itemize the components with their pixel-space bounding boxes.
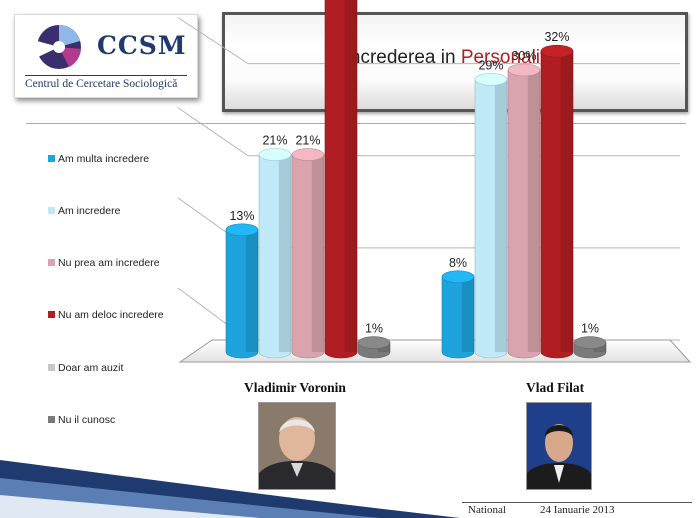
bar bbox=[474, 79, 508, 359]
person-portrait-icon bbox=[527, 403, 591, 489]
bar bbox=[258, 154, 292, 359]
legend-swatch bbox=[48, 155, 55, 162]
bar bbox=[507, 69, 541, 359]
bar bbox=[540, 50, 574, 359]
bar-shade bbox=[311, 154, 324, 352]
value-label: 30% bbox=[511, 49, 536, 63]
bar-shade bbox=[560, 51, 573, 352]
title-highlight: Personalitati bbox=[460, 47, 566, 68]
bar-cap bbox=[291, 148, 325, 161]
ccsm-logo-icon bbox=[35, 25, 81, 69]
value-label: 1% bbox=[365, 322, 383, 336]
legend-label: Nu prea am incredere bbox=[58, 257, 160, 269]
title-prefix: Increderea in bbox=[344, 47, 461, 68]
photo-filat bbox=[526, 402, 592, 490]
bar-shade bbox=[527, 70, 540, 352]
logo-divider bbox=[25, 75, 187, 76]
value-label: 8% bbox=[449, 256, 467, 270]
bar-shade bbox=[278, 154, 291, 352]
logo-subtitle: Centrul de Cercetare Sociologică bbox=[25, 78, 178, 90]
legend-swatch bbox=[48, 364, 55, 371]
bar-shade bbox=[461, 276, 474, 352]
bar-cap bbox=[573, 336, 607, 349]
bar-cap bbox=[225, 223, 259, 237]
value-label: 21% bbox=[295, 134, 320, 148]
legend-swatch bbox=[48, 207, 55, 214]
grid-line-diagonal bbox=[177, 107, 249, 157]
photo-voronin bbox=[258, 402, 336, 490]
bar-shade bbox=[245, 229, 258, 352]
footer-divider bbox=[462, 502, 692, 503]
bar bbox=[225, 229, 259, 359]
bar-cap bbox=[507, 63, 541, 77]
footer-region: National bbox=[468, 504, 506, 516]
legend-label: Nu am deloc incredere bbox=[58, 309, 164, 321]
legend-label: Doar am auzit bbox=[58, 362, 124, 374]
legend-swatch bbox=[48, 416, 55, 423]
legend-swatch bbox=[48, 311, 55, 318]
bar bbox=[291, 154, 325, 359]
value-label: 29% bbox=[478, 58, 503, 72]
bar-cap bbox=[258, 148, 292, 161]
logo-box: CCSM Centrul de Cercetare Sociologică bbox=[14, 14, 198, 98]
legend-label: Am incredere bbox=[58, 205, 121, 217]
bar bbox=[441, 276, 475, 359]
bar-cap bbox=[540, 44, 574, 58]
value-label: 13% bbox=[229, 209, 254, 223]
title-box: Increderea in Personalitati bbox=[222, 12, 688, 112]
value-label: 32% bbox=[544, 30, 569, 44]
legend-label: Am multa incredere bbox=[58, 153, 150, 165]
person-name-filat: Vlad Filat bbox=[526, 380, 585, 395]
person-name-voronin: Vladimir Voronin bbox=[244, 380, 346, 395]
person-portrait-icon bbox=[259, 403, 335, 489]
page-title: Increderea in Personalitati bbox=[225, 47, 685, 69]
bar bbox=[324, 0, 358, 359]
bar-shade bbox=[344, 0, 357, 353]
bar-cap bbox=[357, 336, 391, 349]
legend-swatch bbox=[48, 259, 55, 266]
bar-cap bbox=[441, 270, 475, 284]
grid-line-diagonal bbox=[177, 17, 249, 65]
value-label: 1% bbox=[581, 322, 599, 336]
footer-date: 24 Ianuarie 2013 bbox=[540, 504, 615, 516]
logo-name: CCSM bbox=[97, 31, 187, 60]
legend-label: Nu il cunosc bbox=[58, 414, 116, 426]
bar-cap bbox=[474, 73, 508, 86]
bar-shade bbox=[494, 79, 507, 353]
chart-value-labels: 13%21%21%44%1%8%29%30%32%1% bbox=[229, 30, 599, 336]
value-label: 21% bbox=[262, 134, 287, 148]
chart-bars bbox=[225, 0, 607, 359]
